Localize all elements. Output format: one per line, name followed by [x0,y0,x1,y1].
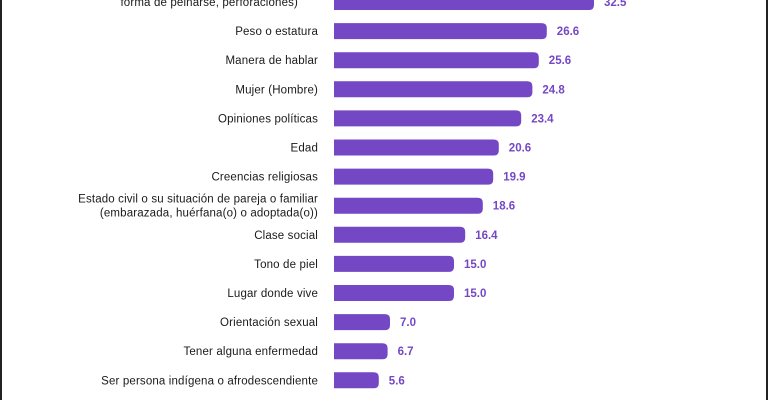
category-label: Peso o estatura [235,26,318,38]
category-label: Opiniones políticas [218,113,318,125]
bar-value-label: 24.8 [542,84,565,96]
category-label: Tono de piel [254,259,318,271]
bar [334,343,388,360]
bar-value-label: 32.5 [604,0,627,9]
bar-value-label: 25.6 [549,55,571,67]
bar-value-label: 20.6 [509,143,531,155]
category-label: Creencias religiosas [211,172,318,184]
bars-group [334,0,594,389]
category-labels-group: forma de peinarse, perforaciones) Peso o … [78,0,318,387]
bar-value-label: 23.4 [531,113,554,125]
bar [334,110,522,127]
category-label: Orientación sexual [220,317,318,329]
bar [334,81,533,98]
bar [334,52,539,69]
bar [334,285,454,301]
bar-value-label: 15.0 [464,259,486,271]
value-labels-group: 32.5 26.6 25.6 24.8 23.4 20.6 19.9 18.6 16.4 15.0… [389,0,627,387]
bar [334,197,483,214]
category-label: Mujer (Hombre) [235,84,318,96]
bar-value-label: 7.0 [400,317,416,329]
category-label: Clase social [254,230,318,242]
category-label: Edad [291,143,318,155]
bar [334,139,499,156]
bar [334,23,547,40]
category-label: Estado civil o su situación de pareja o … [78,194,318,206]
category-label: Ser persona indígena o afrodescendiente [101,375,318,387]
bar-value-label: 6.7 [398,346,414,358]
bar-value-label: 16.4 [475,230,498,242]
bar-value-label: 18.6 [493,201,515,213]
bar [334,168,494,185]
bar [334,0,594,10]
category-label: Tener alguna enfermedad [183,346,318,358]
bar [334,255,454,272]
bar [334,226,466,243]
category-label: Manera de hablar [225,55,318,67]
bar [334,372,379,389]
category-label: (embarazada, huérfana(o) o adoptada(o)) [100,208,318,220]
bar [334,314,390,331]
bar-value-label: 5.6 [389,375,405,387]
category-label: forma de peinarse, perforaciones) [120,0,298,9]
category-label: Lugar donde vive [227,288,318,300]
bar-value-label: 26.6 [557,26,579,38]
bar-value-label: 19.9 [503,172,525,184]
bar-value-label: 15.0 [464,288,486,300]
